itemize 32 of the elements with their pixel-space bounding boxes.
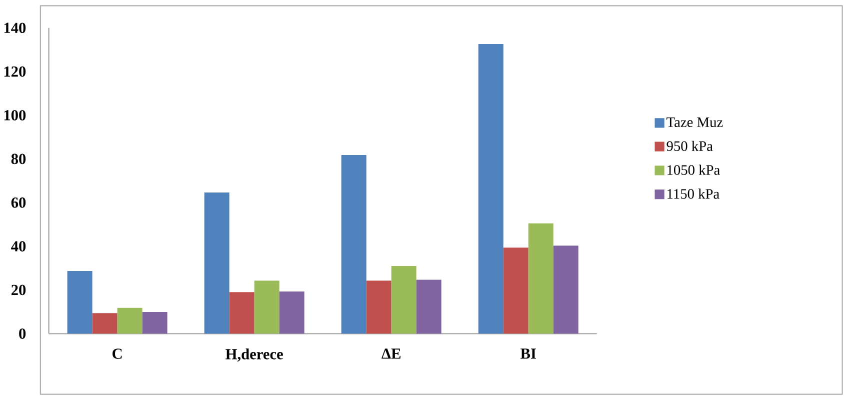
bar	[528, 223, 554, 334]
legend-label: 1050 kPa	[668, 164, 720, 175]
bar	[142, 312, 168, 334]
bar	[416, 280, 442, 334]
bar	[503, 248, 528, 334]
bar	[341, 154, 366, 334]
legend-label: Taze Muz	[666, 118, 723, 128]
y-tick-label: 20	[12, 284, 26, 296]
y-tick-label: 80	[11, 154, 26, 164]
y-tick-label: 60	[11, 197, 26, 208]
y-tick-label: 40	[11, 241, 26, 252]
bar	[254, 280, 280, 334]
bar	[229, 292, 254, 334]
y-tick-label: 0	[19, 328, 26, 339]
y-tick-label: 140	[4, 22, 26, 34]
legend-label: 1150 kPa	[668, 188, 720, 199]
bar	[478, 44, 504, 334]
bar	[204, 192, 230, 334]
x-tick-label: C	[112, 348, 122, 359]
legend-label: 950 kPa	[666, 140, 713, 151]
x-tick-label: BI	[520, 348, 536, 359]
x-tick-label: ΔE	[382, 348, 400, 359]
y-tick-label: 100	[4, 110, 26, 120]
bar	[67, 270, 92, 334]
x-tick-label: H,derece	[226, 348, 283, 362]
bar	[553, 246, 578, 334]
bar	[117, 308, 142, 334]
y-tick-label: 120	[4, 66, 26, 77]
bar	[366, 280, 392, 334]
bar	[92, 313, 118, 334]
bar	[391, 266, 416, 334]
bar	[279, 291, 304, 334]
